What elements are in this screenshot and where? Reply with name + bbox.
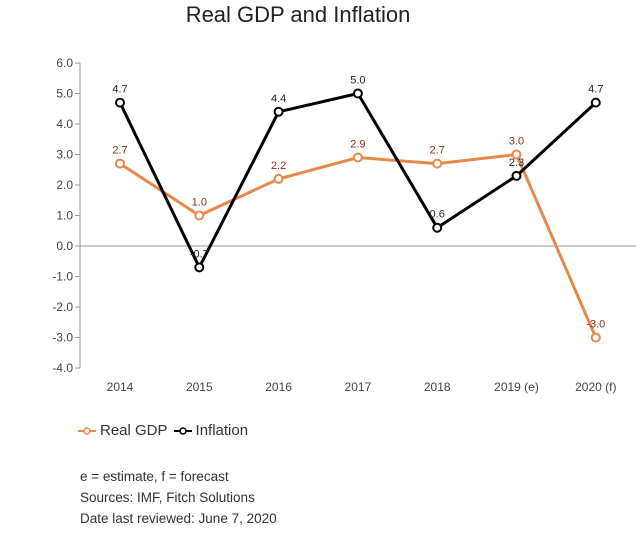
data-point-inflation <box>352 88 363 99</box>
legend: Real GDP Inflation <box>78 422 254 439</box>
data-label-inflation: 4.7 <box>588 84 603 96</box>
data-label-inflation: 5.0 <box>350 75 365 87</box>
data-labels-layer: 2.7 1.0 2.2 2.9 2.7 3.0 -3.0 4.7 -0.7 4.4 5.0 0.6 2.… <box>112 75 605 331</box>
data-point-real-gdp <box>511 149 522 160</box>
data-point-inflation <box>194 262 205 273</box>
legend-item-real-gdp[interactable]: Real GDP <box>78 422 168 439</box>
data-label-inflation: -0.7 <box>190 248 209 260</box>
data-point-real-gdp <box>352 152 363 163</box>
y-tick-label: -3.0 <box>52 331 73 345</box>
data-point-real-gdp <box>432 158 443 169</box>
data-point-inflation <box>432 222 443 233</box>
note-date-reviewed: Date last reviewed: June 7, 2020 <box>80 511 277 526</box>
legend-gdp-marker-icon <box>78 426 96 435</box>
data-point-inflation <box>511 170 522 181</box>
data-label-real-gdp: 3.0 <box>509 136 524 148</box>
data-point-real-gdp <box>115 158 125 169</box>
y-tick-label: 4.0 <box>56 117 73 131</box>
y-tick-label: 5.0 <box>56 87 73 101</box>
y-tick-label: 2.0 <box>56 178 73 192</box>
data-label-inflation: 2.3 <box>509 157 524 169</box>
x-tick-label: 2019 (e) <box>494 380 539 394</box>
x-tick-label: 2016 <box>265 380 292 394</box>
y-tick-label: 0.0 <box>56 239 73 253</box>
data-point-inflation <box>590 97 601 108</box>
line-chart: 6.0 5.0 4.0 3.0 2.0 1.0 0.0 -1.0 -2.0 -3.0 -4.0 201… <box>52 56 636 394</box>
legend-inflation-label: Inflation <box>195 422 249 439</box>
data-label-real-gdp: -3.0 <box>586 319 605 331</box>
data-point-real-gdp <box>590 332 601 343</box>
x-tick-label: 2015 <box>186 380 213 394</box>
x-tick-label: 2014 <box>107 380 134 394</box>
data-label-real-gdp: 2.2 <box>271 160 286 172</box>
data-label-inflation: 4.7 <box>112 84 127 96</box>
series-layer <box>115 88 601 343</box>
x-tick-label: 2020 (f) <box>575 380 616 394</box>
data-label-real-gdp: 2.7 <box>430 145 445 157</box>
data-point-real-gdp <box>194 210 205 221</box>
y-tick-label: 3.0 <box>56 148 73 162</box>
note-sources: Sources: IMF, Fitch Solutions <box>80 490 255 505</box>
data-label-inflation: 4.4 <box>271 93 286 105</box>
y-tick-label: -4.0 <box>52 361 73 375</box>
chart-notes: e = estimate, f = forecast Sources: IMF,… <box>80 466 277 529</box>
data-label-real-gdp: 1.0 <box>192 197 207 209</box>
data-point-inflation <box>273 106 284 117</box>
data-point-inflation <box>115 97 125 108</box>
note-estimate-forecast: e = estimate, f = forecast <box>80 469 229 484</box>
data-label-real-gdp: 2.7 <box>112 145 127 157</box>
y-tick-label: -1.0 <box>52 270 73 284</box>
legend-item-inflation[interactable]: Inflation <box>173 422 249 439</box>
x-tick-label: 2017 <box>345 380 372 394</box>
data-label-inflation: 0.6 <box>430 209 445 221</box>
y-tick-label: 1.0 <box>56 209 73 223</box>
y-tick-label: -2.0 <box>52 300 73 314</box>
chart-axes: 6.0 5.0 4.0 3.0 2.0 1.0 0.0 -1.0 -2.0 -3.0 -4.0 201… <box>52 56 636 394</box>
legend-gdp-label: Real GDP <box>100 422 168 439</box>
legend-inflation-marker-icon <box>173 426 192 435</box>
y-tick-label: 6.0 <box>56 56 73 70</box>
chart-title: Real GDP and Inflation <box>185 2 411 27</box>
data-label-real-gdp: 2.9 <box>350 139 365 151</box>
series-line-inflation <box>118 92 597 269</box>
x-tick-label: 2018 <box>424 380 451 394</box>
data-point-real-gdp <box>273 173 284 184</box>
